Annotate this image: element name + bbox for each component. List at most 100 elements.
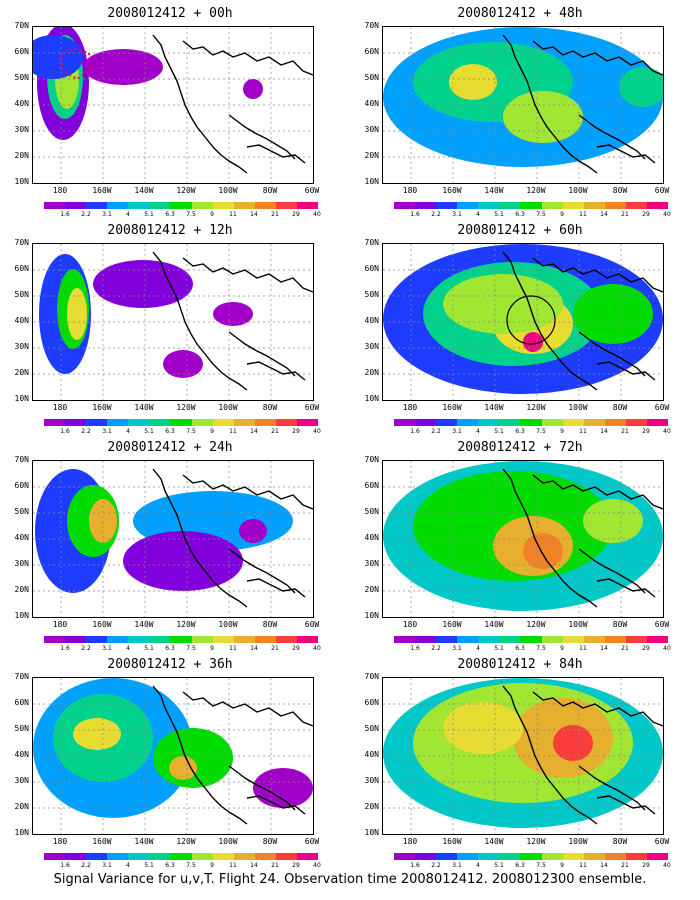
latitude-label: 20N [364,802,379,811]
colorbar-swatch [394,202,416,209]
latitude-label: 50N [364,507,379,516]
map-panel-48h: 2008012412 + 48h 70N 60N 50N 40N 30N 20N 10N 18… [350,4,690,220]
colorbar-label: 3.1 [452,428,462,435]
colorbar-label: 7.5 [536,862,546,869]
colorbar-swatch [499,419,521,426]
colorbar-label: 6.3 [515,211,525,218]
colorbar-swatch [478,853,500,860]
colorbar-label: 21 [271,211,279,218]
colorbar-swatch [233,202,255,209]
colorbar-label: 7.5 [186,645,196,652]
colorbar-label: 1.6 [410,645,420,652]
colorbar-swatch [170,202,192,209]
colorbar-label: 4 [126,645,130,652]
colorbar-label: 4 [126,862,130,869]
longitude-label: 160W [442,620,462,629]
colorbar-label: 29 [292,428,300,435]
colorbar-label: 11 [579,645,587,652]
longitude-label: 60W [654,837,670,846]
colorbar-label: 4 [476,645,480,652]
longitude-label: 60W [304,403,320,412]
colorbar-swatch [128,202,150,209]
colorbar-label: 9 [210,862,214,869]
longitude-label: 60W [304,620,320,629]
longitude-label: 80W [262,186,278,195]
colorbar-label: 7.5 [536,211,546,218]
colorbar-swatch [128,853,150,860]
latitude-label: 60N [364,698,379,707]
colorbar-swatch [44,202,66,209]
longitude-label: 140W [484,620,504,629]
variance-region [239,519,267,543]
colorbar-swatch [604,636,626,643]
colorbar-swatch [625,636,647,643]
longitude-label: 60W [654,620,670,629]
coastline [152,685,313,825]
latitude-label: 30N [14,776,29,785]
map-frame [382,243,664,401]
latitude-label: 10N [14,828,29,837]
longitude-label: 120W [526,837,546,846]
colorbar-label: 29 [292,862,300,869]
colorbar-swatch [394,636,416,643]
latitude-label: 50N [14,507,29,516]
latitude-label: 10N [364,828,379,837]
colorbar-swatch [604,202,626,209]
longitude-label: 180 [402,186,418,195]
longitude-label: 60W [654,186,670,195]
colorbar-swatch [86,853,108,860]
colorbar-swatch [65,853,87,860]
colorbar-label: 3.1 [102,645,112,652]
latitude-label: 40N [364,533,379,542]
colorbar-swatch [128,636,150,643]
colorbar-label: 1.6 [60,645,70,652]
colorbar-label: 3.1 [452,211,462,218]
colorbar-label: 14 [600,428,608,435]
colorbar-swatch [149,419,171,426]
colorbar-label: 21 [271,645,279,652]
longitude-label: 100W [568,403,588,412]
colorbar-label: 11 [579,428,587,435]
colorbar-label: 7.5 [536,645,546,652]
colorbar-swatch [436,202,458,209]
colorbar-label: 5.1 [494,645,504,652]
highlight-circle [506,295,556,345]
flight-track [59,47,93,81]
colorbar-swatch [212,636,234,643]
variance-region [503,91,583,143]
colorbar-label: 3.1 [452,862,462,869]
colorbar [394,419,669,426]
colorbar-swatch [457,853,479,860]
colorbar-label: 6.3 [515,862,525,869]
colorbar-label: 14 [250,211,258,218]
longitude-label: 180 [402,403,418,412]
longitude-label: 160W [442,837,462,846]
colorbar-label: 4 [476,862,480,869]
map-panel-84h: 2008012412 + 84h 70N 60N 50N 40N 30N 20N 10N 18… [350,655,690,871]
colorbar-swatch [149,636,171,643]
longitude-label: 140W [134,837,154,846]
coastline [502,685,663,825]
longitude-label: 100W [568,620,588,629]
colorbar-swatch [478,636,500,643]
colorbar-swatch [415,419,437,426]
coastline [502,251,663,391]
longitude-label: 100W [218,403,238,412]
colorbar-swatch [415,202,437,209]
latitude-label: 30N [14,125,29,134]
colorbar-swatch [562,419,584,426]
colorbar-swatch [646,636,669,643]
colorbar-label: 40 [313,862,321,869]
colorbar-swatch [254,419,276,426]
colorbar-swatch [254,853,276,860]
latitude-label: 30N [14,342,29,351]
variance-region [243,79,263,99]
colorbar-label: 2.2 [81,211,91,218]
panel-title: 2008012412 + 36h [107,657,233,672]
colorbar-swatch [520,419,542,426]
variance-region [169,756,197,780]
colorbar-label: 40 [663,862,671,869]
colorbar [394,202,669,209]
colorbar-label: 7.5 [186,428,196,435]
latitude-label: 70N [14,672,29,681]
